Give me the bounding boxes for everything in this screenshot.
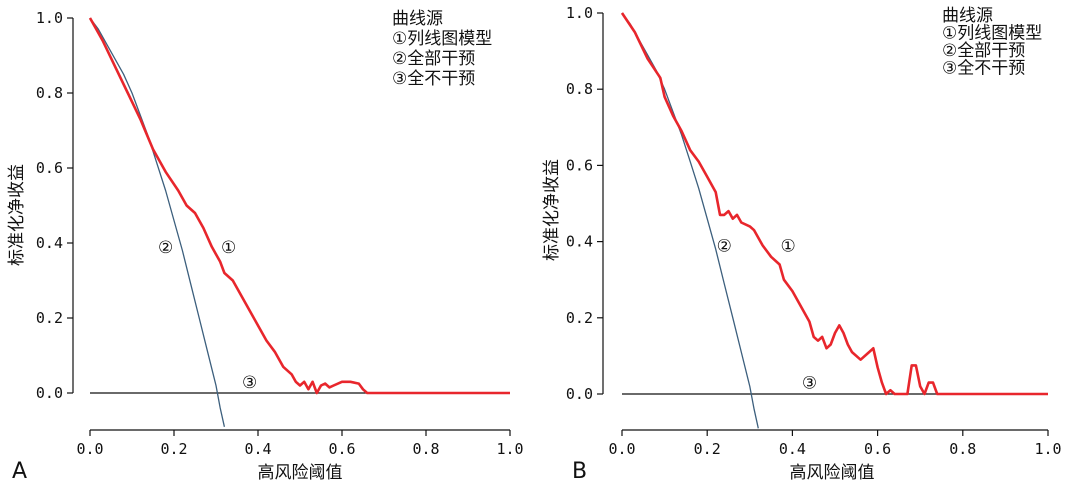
- panel-b-x-tick-label: 0.6: [864, 440, 891, 458]
- panel-a-x-tick-label: 0.0: [76, 440, 103, 458]
- panel-b-x-tick-label: 0.8: [949, 440, 976, 458]
- panel-a-label: A: [12, 459, 27, 484]
- panel-b-x-tick-label: 0.2: [694, 440, 721, 458]
- panel-a-y-tick-label: 0.0: [36, 384, 63, 402]
- panel-b-series-line-1: [620, 12, 1048, 396]
- panel-a-x-axis-title: 高风险阈值: [258, 463, 343, 483]
- panel-b-series-marker-1: ①: [781, 236, 796, 256]
- panel-b-y-tick-label: 0.2: [566, 309, 593, 327]
- panel-b-x-axis-title: 高风险阈值: [790, 463, 875, 483]
- panel-a-legend-title: 曲线源: [392, 9, 443, 29]
- panel-b-series-marker-2: ②: [717, 236, 732, 256]
- panel-a-legend-entry-2: ②全部干预: [392, 49, 475, 69]
- panel-a-y-tick-label: 0.8: [36, 84, 63, 102]
- panel-a-y-tick-label: 1.0: [36, 9, 63, 27]
- panel-a-y-axis-title: 标准化净收益: [7, 164, 27, 266]
- panel-a-x-tick-label: 0.6: [328, 440, 355, 458]
- panel-a-legend-entry-1: ①列线图模型: [392, 29, 492, 49]
- panel-b-legend-title: 曲线源: [942, 6, 993, 26]
- panel-b-x-tick-label: 0.4: [779, 440, 806, 458]
- panel-a-x-tick-label: 0.8: [412, 440, 439, 458]
- panel-a-y-tick-label: 0.4: [36, 234, 63, 252]
- panel-b-y-tick-label: 0.4: [566, 233, 593, 251]
- panel-a-x-tick-label: 0.2: [160, 440, 187, 458]
- panel-b-legend-entry-3: ③全不干预: [942, 59, 1025, 79]
- panel-b-x-tick-label: 0.0: [608, 440, 635, 458]
- panel-b-series-marker-3: ③: [802, 374, 817, 394]
- panel-a-series-marker-1: ①: [221, 238, 236, 258]
- panel-b-legend-entry-2: ②全部干预: [942, 41, 1025, 61]
- panel-b-y-axis-title: 标准化净收益: [542, 159, 562, 261]
- panel-b-legend-entry-1: ①列线图模型: [942, 24, 1042, 44]
- panel-a-series-marker-3: ③: [242, 373, 257, 393]
- panel-a-legend-entry-3: ③全不干预: [392, 69, 475, 89]
- panel-a-series-line-1: [88, 17, 510, 395]
- panel-a-x-tick-label: 1.0: [496, 440, 523, 458]
- panel-a-x-tick-label: 0.4: [244, 440, 271, 458]
- panel-b-label: B: [572, 459, 587, 484]
- panel-a-series-line-2: [89, 17, 226, 427]
- panel-a-y-tick-label: 0.6: [36, 159, 63, 177]
- panel-a-y-tick-label: 0.2: [36, 309, 63, 327]
- panel-b-series-line-2: [621, 12, 759, 429]
- panel-b-x-tick-label: 1.0: [1034, 440, 1061, 458]
- panel-b-y-tick-label: 1.0: [566, 4, 593, 22]
- panel-a-series-marker-2: ②: [158, 238, 173, 258]
- panel-b-y-tick-label: 0.8: [566, 80, 593, 98]
- panel-b-y-tick-label: 0.6: [566, 156, 593, 174]
- panel-b-y-tick-label: 0.0: [566, 385, 593, 403]
